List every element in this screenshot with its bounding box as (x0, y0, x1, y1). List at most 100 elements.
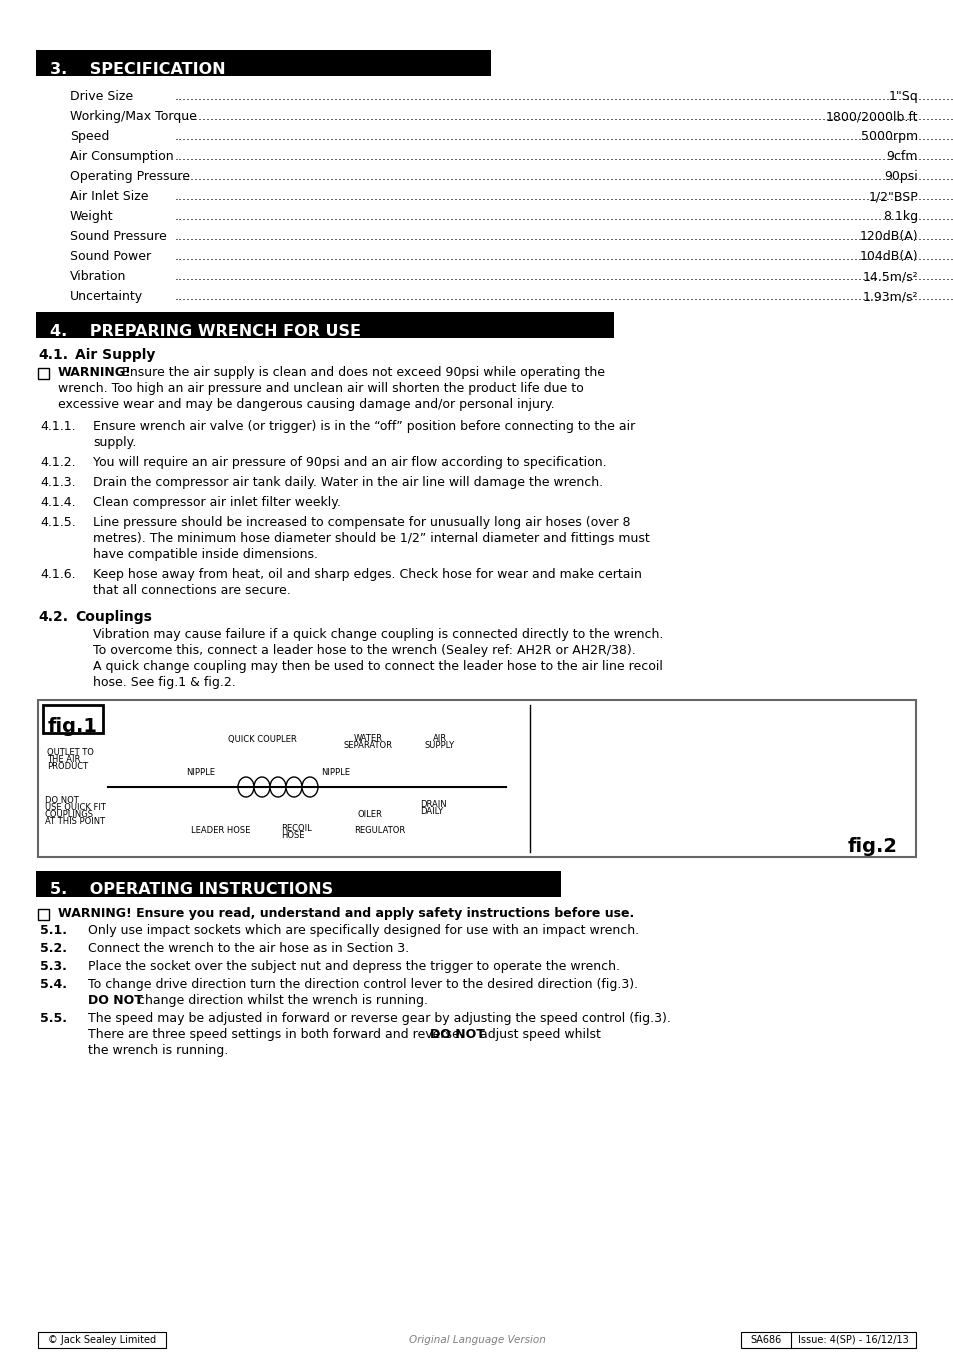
Text: You will require an air pressure of 90psi and an air flow according to specifica: You will require an air pressure of 90ps… (92, 456, 606, 468)
Text: 4.    PREPARING WRENCH FOR USE: 4. PREPARING WRENCH FOR USE (50, 324, 360, 338)
Text: Working/Max Torque: Working/Max Torque (70, 110, 196, 123)
Text: 1/2"BSP: 1/2"BSP (867, 190, 917, 203)
Text: SA686: SA686 (750, 1335, 781, 1345)
Text: Keep hose away from heat, oil and sharp edges. Check hose for wear and make cert: Keep hose away from heat, oil and sharp … (92, 567, 641, 581)
Text: Only use impact sockets which are specifically designed for use with an impact w: Only use impact sockets which are specif… (88, 923, 639, 937)
Ellipse shape (286, 777, 302, 798)
Text: 5.    OPERATING INSTRUCTIONS: 5. OPERATING INSTRUCTIONS (50, 883, 333, 898)
Text: Line pressure should be increased to compensate for unusually long air hoses (ov: Line pressure should be increased to com… (92, 516, 630, 529)
Text: Weight: Weight (70, 210, 113, 223)
Text: The speed may be adjusted in forward or reverse gear by adjusting the speed cont: The speed may be adjusted in forward or … (88, 1011, 670, 1025)
Text: 4.1.6.: 4.1.6. (40, 567, 75, 581)
Ellipse shape (302, 777, 317, 798)
Text: 4.1.5.: 4.1.5. (40, 516, 75, 529)
Text: 4.1.: 4.1. (38, 348, 68, 362)
Text: USE QUICK FIT: USE QUICK FIT (45, 803, 106, 812)
Text: Couplings: Couplings (75, 611, 152, 624)
Text: DO NOT: DO NOT (45, 796, 79, 806)
Text: HOSE: HOSE (281, 831, 304, 839)
Text: Drive Size: Drive Size (70, 89, 133, 103)
Text: that all connections are secure.: that all connections are secure. (92, 584, 291, 597)
Text: have compatible inside dimensions.: have compatible inside dimensions. (92, 548, 317, 561)
Text: 4.2.: 4.2. (38, 611, 68, 624)
Text: COUPLINGS: COUPLINGS (45, 810, 94, 819)
Text: 5.3.: 5.3. (40, 960, 67, 974)
Text: ................................................................................: ........................................… (174, 89, 953, 103)
Text: Air Inlet Size: Air Inlet Size (70, 190, 149, 203)
Text: 14.5m/s²: 14.5m/s² (862, 269, 917, 283)
Text: To change drive direction turn the direction control lever to the desired direct: To change drive direction turn the direc… (88, 978, 638, 991)
Text: © Jack Sealey Limited: © Jack Sealey Limited (48, 1335, 156, 1345)
Text: ................................................................................: ........................................… (174, 250, 953, 263)
Text: Original Language Version: Original Language Version (408, 1335, 545, 1345)
Bar (38, 700, 915, 857)
Text: SEPARATOR: SEPARATOR (343, 741, 392, 750)
Text: Clean compressor air inlet filter weekly.: Clean compressor air inlet filter weekly… (92, 496, 340, 509)
Bar (38, 909, 49, 919)
Text: 90psi: 90psi (883, 171, 917, 183)
Text: Sound Power: Sound Power (70, 250, 151, 263)
Text: 1"Sq: 1"Sq (887, 89, 917, 103)
Text: SUPPLY: SUPPLY (424, 741, 455, 750)
Text: ................................................................................: ........................................… (174, 290, 953, 303)
Bar (36, 871, 560, 896)
Text: DAILY: DAILY (419, 807, 442, 816)
Text: Issue: 4(SP) - 16/12/13: Issue: 4(SP) - 16/12/13 (797, 1335, 907, 1345)
Text: 5.2.: 5.2. (40, 942, 67, 955)
Text: WARNING!: WARNING! (58, 366, 132, 379)
Text: Ensure wrench air valve (or trigger) is in the “off” position before connecting : Ensure wrench air valve (or trigger) is … (92, 420, 635, 433)
Text: WARNING! Ensure you read, understand and apply safety instructions before use.: WARNING! Ensure you read, understand and… (58, 907, 634, 919)
Text: Air Supply: Air Supply (75, 348, 155, 362)
Text: 120dB(A): 120dB(A) (859, 230, 917, 242)
Text: 4.1.1.: 4.1.1. (40, 420, 75, 433)
Text: RECOIL: RECOIL (281, 825, 312, 833)
Text: Drain the compressor air tank daily. Water in the air line will damage the wrenc: Drain the compressor air tank daily. Wat… (92, 477, 602, 489)
Text: ................................................................................: ........................................… (174, 110, 953, 123)
Text: Place the socket over the subject nut and depress the trigger to operate the wre: Place the socket over the subject nut an… (88, 960, 619, 974)
Text: Connect the wrench to the air hose as in Section 3.: Connect the wrench to the air hose as in… (88, 942, 409, 955)
Bar (740, 1332, 915, 1349)
Text: 5000rpm: 5000rpm (860, 130, 917, 144)
Bar (36, 311, 614, 338)
Text: DO NOT: DO NOT (88, 994, 143, 1007)
Text: 1.93m/s²: 1.93m/s² (862, 290, 917, 303)
Text: 1800/2000lb.ft: 1800/2000lb.ft (824, 110, 917, 123)
Text: Sound Pressure: Sound Pressure (70, 230, 167, 242)
Text: REGULATOR: REGULATOR (354, 826, 405, 835)
Ellipse shape (253, 777, 270, 798)
Text: fig.2: fig.2 (847, 837, 897, 856)
Text: metres). The minimum hose diameter should be 1/2” internal diameter and fittings: metres). The minimum hose diameter shoul… (92, 532, 649, 546)
Text: Operating Pressure: Operating Pressure (70, 171, 190, 183)
Text: ................................................................................: ........................................… (174, 269, 953, 283)
Text: 4.1.3.: 4.1.3. (40, 477, 75, 489)
Text: hose. See fig.1 & fig.2.: hose. See fig.1 & fig.2. (92, 676, 235, 689)
Text: OILER: OILER (357, 810, 382, 819)
Text: 4.1.2.: 4.1.2. (40, 456, 75, 468)
Text: Uncertainty: Uncertainty (70, 290, 143, 303)
Text: AT THIS POINT: AT THIS POINT (45, 816, 105, 826)
Text: fig.1: fig.1 (48, 718, 98, 737)
Text: excessive wear and may be dangerous causing damage and/or personal injury.: excessive wear and may be dangerous caus… (58, 398, 554, 412)
Text: Vibration may cause failure if a quick change coupling is connected directly to : Vibration may cause failure if a quick c… (92, 628, 662, 640)
Text: wrench. Too high an air pressure and unclean air will shorten the product life d: wrench. Too high an air pressure and unc… (58, 382, 583, 395)
Text: DRAIN: DRAIN (419, 800, 446, 808)
Text: adjust speed whilst: adjust speed whilst (476, 1028, 600, 1041)
Text: To overcome this, connect a leader hose to the wrench (Sealey ref: AH2R or AH2R/: To overcome this, connect a leader hose … (92, 645, 635, 657)
Text: 5.1.: 5.1. (40, 923, 67, 937)
Text: ................................................................................: ........................................… (174, 190, 953, 203)
Text: QUICK COUPLER: QUICK COUPLER (228, 735, 296, 743)
Text: A quick change coupling may then be used to connect the leader hose to the air l: A quick change coupling may then be used… (92, 659, 662, 673)
Text: THE AIR: THE AIR (47, 756, 80, 764)
Bar (36, 50, 491, 76)
Text: 3.    SPECIFICATION: 3. SPECIFICATION (50, 61, 226, 76)
Text: ................................................................................: ........................................… (174, 150, 953, 162)
Text: 8.1kg: 8.1kg (882, 210, 917, 223)
Text: There are three speed settings in both forward and reverse.: There are three speed settings in both f… (88, 1028, 467, 1041)
Text: DO NOT: DO NOT (430, 1028, 484, 1041)
Text: PRODUCT: PRODUCT (47, 762, 88, 770)
Text: 5.4.: 5.4. (40, 978, 67, 991)
Text: WATER: WATER (354, 734, 382, 743)
Text: 104dB(A): 104dB(A) (859, 250, 917, 263)
Ellipse shape (237, 777, 253, 798)
Bar (38, 368, 49, 379)
